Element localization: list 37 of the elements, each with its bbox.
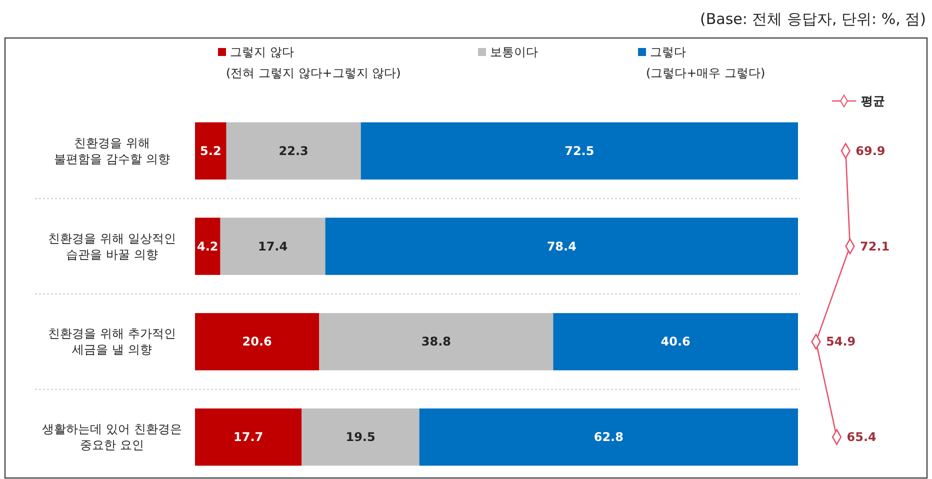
bar [325, 218, 798, 275]
bar [319, 313, 554, 370]
y-tick-label: 친환경을 위해 불편함을 감수할 의향 [54, 136, 170, 166]
data-label: 17.7 [234, 430, 264, 444]
y-tick-label: 친환경을 위해 일상적인 습관을 바꿀 의향 [48, 231, 176, 262]
y-tick-label: 생활하는데 있어 친환경은 중요한 요인 [42, 422, 182, 452]
legend-label: 그렇지 않다 (전혀 그렇지 않다+그렇지 않다) [226, 45, 401, 80]
data-label: 54.9 [826, 334, 856, 349]
data-label: 40.6 [660, 334, 690, 349]
data-label: 17.4 [258, 239, 288, 254]
data-label: 5.2 [200, 144, 222, 158]
bar [419, 408, 798, 466]
data-label: 38.8 [421, 334, 452, 349]
data-label: 78.4 [546, 239, 576, 254]
data-label: 69.9 [856, 144, 886, 158]
bar [360, 122, 798, 180]
text: (Base: 전체 응답자, 단위: %, 점) [700, 10, 926, 28]
data-label: 22.3 [278, 144, 308, 158]
bar [195, 218, 220, 275]
data-label: 72.1 [860, 239, 890, 254]
legend-label: 그렇다 (그렇다+매우 그렇다) [646, 45, 766, 80]
bar [195, 122, 226, 180]
data-label: 20.6 [242, 334, 272, 349]
bar [195, 408, 302, 466]
data-label: 4.2 [197, 239, 218, 254]
data-label: 19.5 [346, 430, 376, 444]
bar [302, 408, 420, 466]
bar [220, 218, 326, 275]
data-label: 72.5 [564, 144, 594, 158]
legend-label: 보통이다 [490, 45, 538, 59]
data-label: 62.8 [594, 430, 624, 444]
bar [195, 313, 320, 370]
legend-label: 평균 [861, 94, 885, 108]
bar [553, 313, 798, 370]
bar [226, 122, 361, 180]
y-tick-label: 친환경을 위해 추가적인 세금을 낼 의향 [48, 326, 176, 357]
data-label: 65.4 [846, 430, 876, 444]
